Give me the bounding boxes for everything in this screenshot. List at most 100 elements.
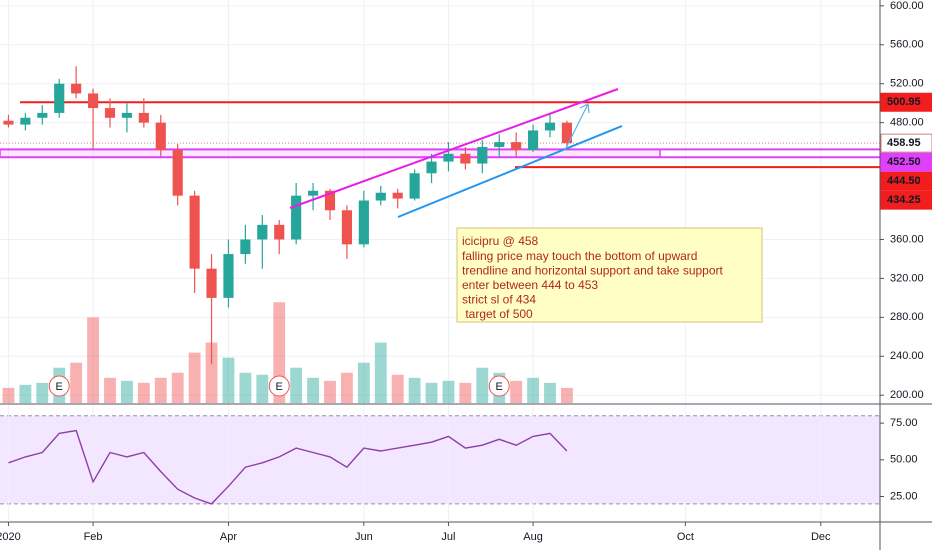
candle-body (206, 268, 217, 298)
volume-bar (171, 372, 184, 403)
level-label-bg (880, 92, 932, 112)
annotation-line: falling price may touch the bottom of up… (462, 249, 697, 263)
volume-bar (374, 342, 387, 403)
candle-body (494, 142, 505, 147)
candle-body (477, 146, 488, 164)
candle-body (71, 83, 82, 94)
volume-bar (104, 377, 116, 403)
earnings-marker (488, 375, 510, 397)
candle-body (274, 224, 285, 240)
trendline-upper (289, 88, 619, 209)
level-label: 444.50 (887, 175, 921, 187)
y-tick-label: 200.00 (890, 389, 924, 401)
candle-body (544, 122, 556, 131)
level-label-bg (880, 171, 932, 191)
volume-bar (561, 387, 573, 403)
candle-body (443, 153, 454, 162)
candle-body (54, 83, 65, 113)
candle-body (291, 195, 302, 240)
annotation-line: strict sl of 434 (462, 293, 536, 307)
y-tick-label: 360.00 (890, 233, 924, 245)
volume-bar (205, 342, 218, 403)
y-tick-label: 480.00 (890, 117, 924, 129)
candle-body (3, 120, 14, 125)
earnings-marker (268, 375, 290, 397)
x-tick-label: 2020 (0, 531, 21, 543)
level-label: 458.95 (887, 137, 921, 149)
x-tick-label: Oct (677, 531, 694, 543)
volume-bar (307, 377, 319, 403)
grid (0, 0, 880, 520)
rsi-tick-label: 50.00 (890, 454, 918, 466)
y-tick-label: 280.00 (890, 311, 924, 323)
candle-body (121, 112, 132, 118)
candle-body (375, 192, 386, 201)
earnings-label: E (276, 381, 283, 393)
y-tick-label: 520.00 (890, 78, 924, 90)
volume-bar (476, 367, 489, 403)
volume-bar (442, 380, 455, 403)
candle-body (20, 117, 31, 125)
candle-body (341, 210, 352, 245)
candle-body (155, 122, 166, 150)
y-tick-label: 240.00 (890, 350, 924, 362)
earnings-marker (48, 375, 70, 397)
candle-body (460, 153, 471, 164)
level-label: 452.50 (887, 156, 921, 168)
arrow (564, 103, 589, 151)
candle-body (528, 130, 539, 150)
volume-bar (154, 377, 167, 403)
y-tick-label: 600.00 (890, 0, 924, 12)
volume-bar (137, 382, 150, 403)
volume-bar (408, 377, 421, 403)
rsi-band (0, 415, 880, 504)
arrow-head (579, 103, 590, 114)
candle-body (511, 142, 522, 150)
annotation-box (456, 227, 763, 323)
annotation-line: icicipru @ 458 (462, 234, 539, 248)
volume-bar (222, 357, 235, 403)
candle-body (37, 112, 48, 118)
volume-bar (87, 317, 99, 403)
x-tick-label: Apr (220, 531, 237, 543)
volume-bar (510, 380, 523, 403)
volume-bar (544, 382, 556, 403)
axis-bg (880, 0, 932, 550)
volume-bar (36, 382, 49, 403)
volume-bar (273, 302, 286, 403)
rsi-line (8, 429, 568, 505)
volume-bar (357, 362, 370, 403)
candle-body (409, 173, 420, 199)
candle-body (426, 161, 437, 174)
volume-bar (188, 352, 201, 403)
candle-body (561, 122, 572, 144)
candle-body (189, 195, 200, 269)
y-tick-label: 560.00 (890, 39, 924, 51)
candle-body (324, 190, 336, 211)
rsi-tick-label: 75.00 (890, 417, 918, 429)
x-tick-label: Dec (811, 531, 831, 543)
candle-body (104, 108, 116, 118)
candle-body (88, 93, 99, 109)
x-tick-label: Jun (355, 531, 373, 543)
level-label-bg (880, 190, 932, 210)
volume-bar (290, 367, 303, 403)
x-tick-label: Feb (84, 531, 103, 543)
candle-body (172, 149, 183, 196)
candle-body (257, 224, 268, 240)
volume-bar (391, 374, 404, 403)
annotation-line: trendline and horizontal support and tak… (462, 263, 724, 277)
y-tick-label: 320.00 (890, 272, 924, 284)
volume-bar (324, 380, 336, 403)
volume-bar (19, 384, 32, 403)
annotation-line: target of 500 (462, 307, 533, 321)
x-tick-label: Jul (441, 531, 455, 543)
trendline-lower (397, 125, 623, 218)
volume-bar (425, 382, 438, 403)
level-label: 434.25 (887, 194, 921, 206)
